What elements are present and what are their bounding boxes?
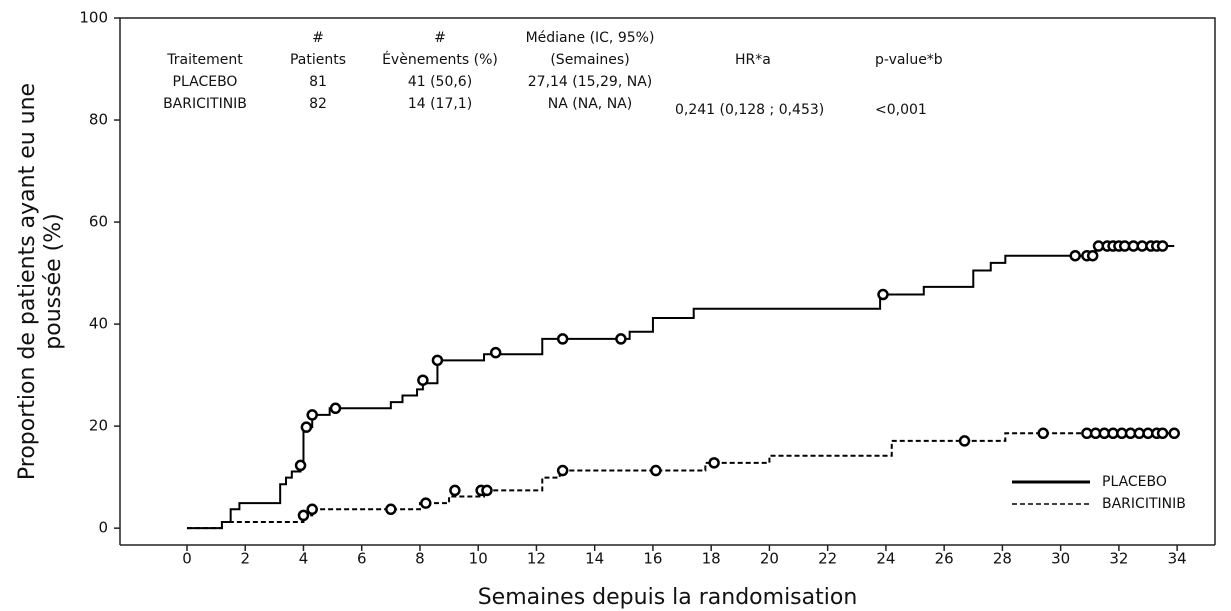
table-header: # [312, 30, 324, 46]
x-tick-label: 12 [527, 550, 546, 568]
table-cell: NA (NA, NA) [548, 96, 632, 112]
x-tick-label: 14 [585, 550, 604, 568]
x-tick-label: 8 [415, 550, 425, 568]
x-tick-label: 26 [935, 550, 954, 568]
censor-mark [306, 503, 318, 516]
censor-mark [556, 333, 569, 345]
table-cell: PLACEBO [173, 74, 238, 90]
censor-mark [1069, 249, 1081, 262]
y-tick-label: 20 [89, 417, 108, 435]
table-header: HR*a [735, 52, 771, 68]
censor-mark [615, 333, 627, 345]
censor-mark [449, 484, 461, 497]
table-header: # [434, 30, 446, 46]
x-tick-label: 28 [993, 550, 1012, 568]
table-header: Patients [290, 52, 346, 68]
x-tick-label: 18 [702, 550, 721, 568]
censor-mark [1156, 427, 1169, 440]
censor-mark [306, 409, 318, 421]
x-tick-label: 34 [1168, 550, 1187, 568]
table-cell: 14 (17,1) [408, 96, 472, 112]
censor-mark [294, 459, 307, 472]
table-cell: 41 (50,6) [408, 74, 472, 90]
censor-mark [385, 503, 397, 516]
censor-mark [1086, 249, 1099, 262]
x-tick-label: 30 [1051, 550, 1070, 568]
table-header: Traitement [166, 52, 243, 68]
censor-mark [556, 464, 569, 477]
table-cell: <0,001 [875, 102, 927, 118]
table-cell: 82 [309, 96, 327, 112]
censor-mark [329, 402, 342, 415]
censor-mark [650, 464, 662, 477]
censor-mark [1168, 427, 1180, 440]
x-axis-label: Semaines depuis la randomisation [478, 585, 858, 610]
table-cell: BARICITINIB [163, 96, 247, 112]
x-tick-label: 6 [357, 550, 367, 568]
y-tick-label: 40 [89, 315, 108, 333]
y-tick-label: 100 [79, 9, 108, 27]
censor-mark [481, 484, 493, 497]
censor-mark [708, 457, 720, 469]
censor-mark [1037, 427, 1049, 440]
censor-mark [877, 288, 889, 301]
table-header: Médiane (IC, 95%) [526, 30, 655, 46]
table-cell: 27,14 (15,29, NA) [528, 74, 652, 90]
y-axis-label: Proportion de patients ayant eu une [15, 83, 40, 480]
axis-frame [119, 17, 1216, 545]
table-header: (Semaines) [550, 52, 629, 68]
censor-mark [420, 497, 432, 509]
censor-mark [417, 374, 429, 386]
censor-mark [300, 421, 313, 433]
x-tick-label: 10 [469, 550, 488, 568]
legend-label: PLACEBO [1102, 474, 1167, 490]
x-tick-label: 32 [1109, 550, 1128, 568]
censor-mark [958, 435, 971, 447]
table-header: Évènements (%) [382, 51, 498, 68]
censor-mark [297, 509, 310, 522]
y-axis-label: poussée (%) [41, 213, 66, 349]
censor-mark [431, 354, 444, 367]
y-tick-label: 60 [89, 213, 108, 231]
x-tick-label: 20 [760, 550, 779, 568]
x-tick-label: 2 [240, 550, 250, 568]
legend-label: BARICITINIB [1102, 496, 1186, 512]
table-cell: 0,241 (0,128 ; 0,453) [675, 102, 824, 118]
x-tick-label: 4 [299, 550, 309, 568]
table-header: p-value*b [875, 52, 943, 68]
x-tick-label: 24 [876, 550, 895, 568]
censor-mark [489, 346, 502, 359]
table-cell: 81 [309, 74, 327, 90]
km-curve [186, 245, 1175, 530]
x-tick-label: 22 [818, 550, 837, 568]
y-tick-label: 80 [89, 111, 108, 129]
y-tick-label: 0 [98, 519, 108, 537]
x-tick-label: 0 [182, 550, 192, 568]
censor-mark [1156, 240, 1169, 252]
x-tick-label: 16 [643, 550, 662, 568]
